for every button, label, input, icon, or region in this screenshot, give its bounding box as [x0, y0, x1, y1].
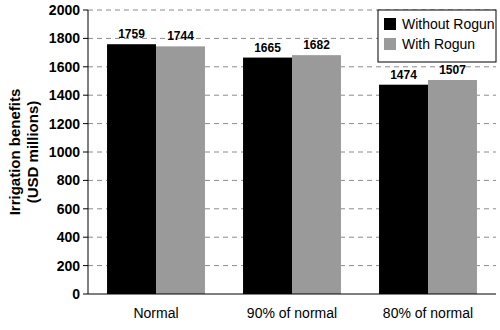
data-label: 1682: [303, 38, 330, 52]
category-label: 80% of normal: [383, 305, 473, 321]
data-label: 1507: [439, 63, 466, 77]
bars: [107, 44, 477, 294]
y-axis-label: Irrigation benefits: [6, 89, 23, 216]
tick-label: 200: [57, 258, 81, 274]
tick-label: 0: [72, 286, 80, 302]
y-axis: [88, 10, 89, 294]
category-label: Normal: [133, 305, 178, 321]
bar: [156, 46, 205, 294]
tick-label: 1600: [49, 59, 80, 75]
data-label: 1744: [167, 29, 194, 43]
data-label: 1474: [390, 68, 417, 82]
y-axis-label: (USD millions): [24, 101, 41, 204]
tick-label: 2000: [49, 2, 80, 18]
legend-label: With Rogun: [402, 36, 475, 52]
tick-label: 400: [57, 229, 81, 245]
tick-label: 1200: [49, 116, 80, 132]
category-label: 90% of normal: [247, 305, 337, 321]
tick-mark: [83, 95, 88, 96]
legend-swatch: [384, 18, 396, 30]
tick-mark: [83, 265, 88, 266]
tick-mark: [83, 237, 88, 238]
tick-label: 1000: [49, 144, 80, 160]
data-label: 1665: [254, 41, 281, 55]
bar: [428, 80, 477, 294]
data-label: 1759: [118, 27, 145, 41]
tick-mark: [83, 208, 88, 209]
legend-label: Without Rogun: [402, 16, 495, 32]
chart-svg: 0 200 400 600 800 1000 1200 1400 1600 1800 2000 175…: [0, 0, 500, 330]
legend-swatch: [384, 38, 396, 50]
tick-mark: [83, 152, 88, 153]
tick-mark: [83, 294, 88, 295]
tick-label: 800: [57, 172, 81, 188]
bar: [292, 55, 341, 294]
bar: [107, 44, 156, 294]
tick-mark: [83, 66, 88, 67]
chart-container: 0 200 400 600 800 1000 1200 1400 1600 1800 2000 175…: [0, 0, 500, 330]
tick-label: 600: [57, 201, 81, 217]
bar: [243, 58, 292, 294]
tick-mark: [83, 123, 88, 124]
tick-mark: [83, 180, 88, 181]
bar: [379, 85, 428, 294]
legend-box: [378, 10, 496, 62]
x-axis: [88, 294, 496, 295]
tick-mark: [83, 38, 88, 39]
tick-mark: [83, 10, 88, 11]
legend: Without Rogun With Rogun: [378, 10, 496, 62]
tick-label: 1800: [49, 30, 80, 46]
tick-label: 1400: [49, 87, 80, 103]
